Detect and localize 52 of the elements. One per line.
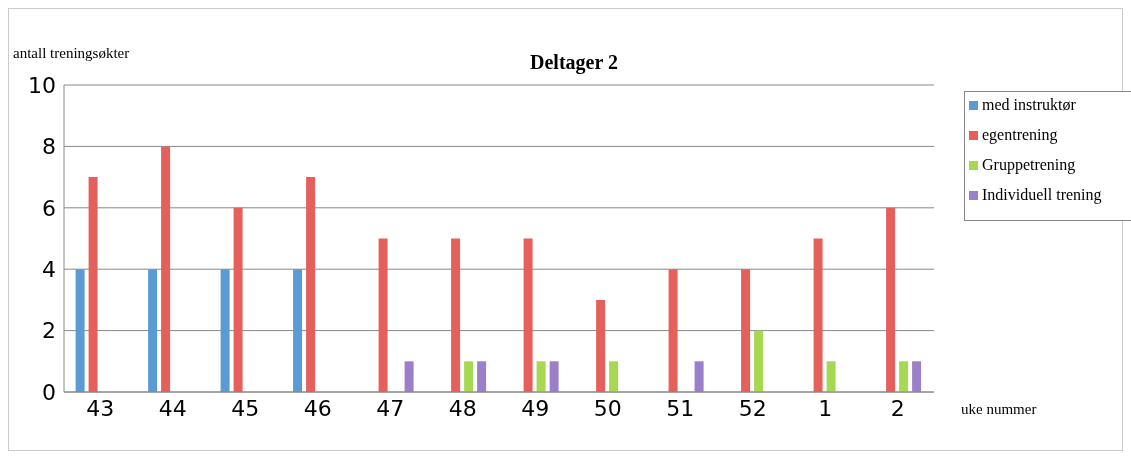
y-axis-title: antall treningsøkter	[13, 45, 130, 62]
x-tick-label: 49	[521, 395, 550, 421]
chart-title: Deltager 2	[530, 51, 618, 73]
bar	[899, 361, 909, 392]
bar	[75, 269, 85, 392]
legend-label: Gruppetrening	[982, 156, 1076, 174]
bar	[293, 269, 303, 392]
bar	[886, 207, 896, 392]
y-tick-label: 10	[28, 72, 56, 98]
bar	[596, 299, 606, 392]
bar	[148, 269, 158, 392]
bar	[306, 177, 316, 392]
x-tick-label: 44	[158, 395, 187, 421]
y-tick-label: 4	[42, 257, 56, 283]
x-tick-label: 50	[593, 395, 622, 421]
bar	[404, 361, 414, 392]
bar	[668, 269, 678, 392]
x-tick-label: 43	[86, 395, 115, 421]
bar	[523, 238, 533, 392]
bar	[549, 361, 559, 392]
bar	[813, 238, 823, 392]
x-axis-title: uke nummer	[961, 401, 1037, 418]
bar	[741, 269, 751, 392]
bar	[477, 361, 487, 392]
x-tick-label: 2	[890, 395, 905, 421]
bar	[88, 177, 98, 392]
x-tick-label: 1	[818, 395, 833, 421]
x-tick-label: 51	[666, 395, 695, 421]
x-tick-label: 46	[303, 395, 332, 421]
bar	[464, 361, 474, 392]
y-tick-label: 8	[42, 134, 56, 160]
bar	[694, 361, 704, 392]
legend-label: med instruktør	[982, 96, 1076, 114]
y-tick-label: 6	[42, 195, 56, 221]
bar	[233, 207, 243, 392]
bar	[378, 238, 388, 392]
bar	[451, 238, 461, 392]
bar	[754, 330, 764, 392]
bar	[609, 361, 619, 392]
bar	[826, 361, 836, 392]
x-tick-label: 47	[376, 395, 405, 421]
y-tick-label: 2	[42, 318, 56, 344]
bar	[161, 146, 171, 392]
bar	[536, 361, 546, 392]
x-tick-label: 48	[448, 395, 477, 421]
legend-label: Individuell trening	[982, 186, 1102, 204]
legend-label: egentrening	[982, 126, 1058, 144]
bar	[220, 269, 230, 392]
bar	[912, 361, 922, 392]
x-tick-label: 52	[738, 395, 767, 421]
x-tick-label: 45	[231, 395, 260, 421]
y-tick-label: 0	[42, 379, 56, 405]
